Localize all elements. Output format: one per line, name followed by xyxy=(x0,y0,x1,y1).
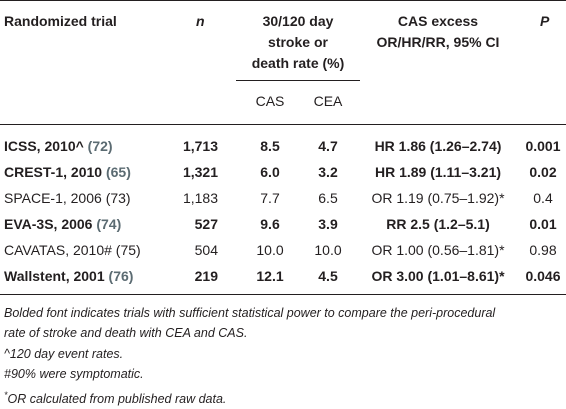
excess-value: OR 1.00 (0.56–1.81)* xyxy=(371,242,505,258)
cas-value: 8.5 xyxy=(260,138,280,154)
header-n: n xyxy=(196,13,205,29)
header-rate-line1: 30/120 day xyxy=(262,13,334,29)
trial-name: CAVATAS, 2010# (75) xyxy=(4,242,141,258)
cas-value: 10.0 xyxy=(256,242,284,258)
footnote-caret: ^120 day event rates. xyxy=(4,347,124,361)
p-value: 0.01 xyxy=(529,216,557,232)
cea-value: 10.0 xyxy=(314,242,342,258)
excess-value: HR 1.89 (1.11–3.21) xyxy=(374,164,502,180)
p-value: 0.98 xyxy=(529,242,557,258)
excess-value: OR 3.00 (1.01–8.61)* xyxy=(371,268,505,284)
cea-value: 4.7 xyxy=(318,138,338,154)
cas-value: 7.7 xyxy=(260,190,280,206)
trial-name: ICSS, 2010^ (72) xyxy=(4,138,113,154)
n-value: 527 xyxy=(194,216,218,232)
header-bottom-rule xyxy=(0,124,566,125)
n-value: 504 xyxy=(194,242,218,258)
table-bottom-rule xyxy=(0,294,566,295)
footnote-bold-cont: rate of stroke and death with CEA and CA… xyxy=(4,326,248,340)
header-rate: 30/120 day stroke or death rate (%) xyxy=(236,11,360,74)
header-trial: Randomized trial xyxy=(4,13,117,29)
p-value: 0.046 xyxy=(525,268,561,284)
cea-value: 4.5 xyxy=(318,268,338,284)
footnote-asterisk-text: OR calculated from published raw data. xyxy=(7,392,227,407)
p-value: 0.001 xyxy=(525,138,561,154)
n-value: 1,321 xyxy=(182,164,218,180)
footnote-hash: #90% were symptomatic. xyxy=(4,367,144,381)
header-p: P xyxy=(540,13,550,29)
n-value: 1,183 xyxy=(182,190,218,206)
trial-name: EVA-3S, 2006 (74) xyxy=(4,216,122,232)
header-excess-line2: OR/HR/RR, 95% CI xyxy=(376,34,500,50)
excess-value: RR 2.5 (1.2–5.1) xyxy=(386,216,490,232)
header-cea: CEA xyxy=(313,93,343,109)
n-value: 1,713 xyxy=(182,138,218,154)
excess-value: HR 1.86 (1.26–2.74) xyxy=(374,138,502,154)
footnote-bold: Bolded font indicates trials with suffic… xyxy=(4,306,496,320)
header-rate-line2: stroke or xyxy=(268,34,328,50)
table-top-rule xyxy=(0,0,566,1)
header-excess: CAS excess OR/HR/RR, 95% CI xyxy=(358,11,518,53)
cea-value: 6.5 xyxy=(318,190,338,206)
header-rate-line3: death rate (%) xyxy=(251,55,345,71)
trial-name: Wallstent, 2001 (76) xyxy=(4,268,134,284)
header-cas: CAS xyxy=(255,93,285,109)
asterisk-mark: * xyxy=(4,390,8,400)
p-value: 0.02 xyxy=(529,164,557,180)
header-excess-line1: CAS excess xyxy=(397,13,479,29)
cas-value: 9.6 xyxy=(260,216,280,232)
cea-value: 3.2 xyxy=(318,164,338,180)
cea-value: 3.9 xyxy=(318,216,338,232)
n-value: 219 xyxy=(194,268,218,284)
footnote-asterisk: *OR calculated from published raw data. xyxy=(4,385,226,409)
trial-name: SPACE-1, 2006 (73) xyxy=(4,190,131,206)
p-value: 0.4 xyxy=(533,190,553,206)
rate-group-rule xyxy=(236,80,360,81)
trial-name: CREST-1, 2010 (65) xyxy=(4,164,131,180)
cas-value: 6.0 xyxy=(260,164,280,180)
excess-value: OR 1.19 (0.75–1.92)* xyxy=(371,190,505,206)
cas-value: 12.1 xyxy=(256,268,284,284)
